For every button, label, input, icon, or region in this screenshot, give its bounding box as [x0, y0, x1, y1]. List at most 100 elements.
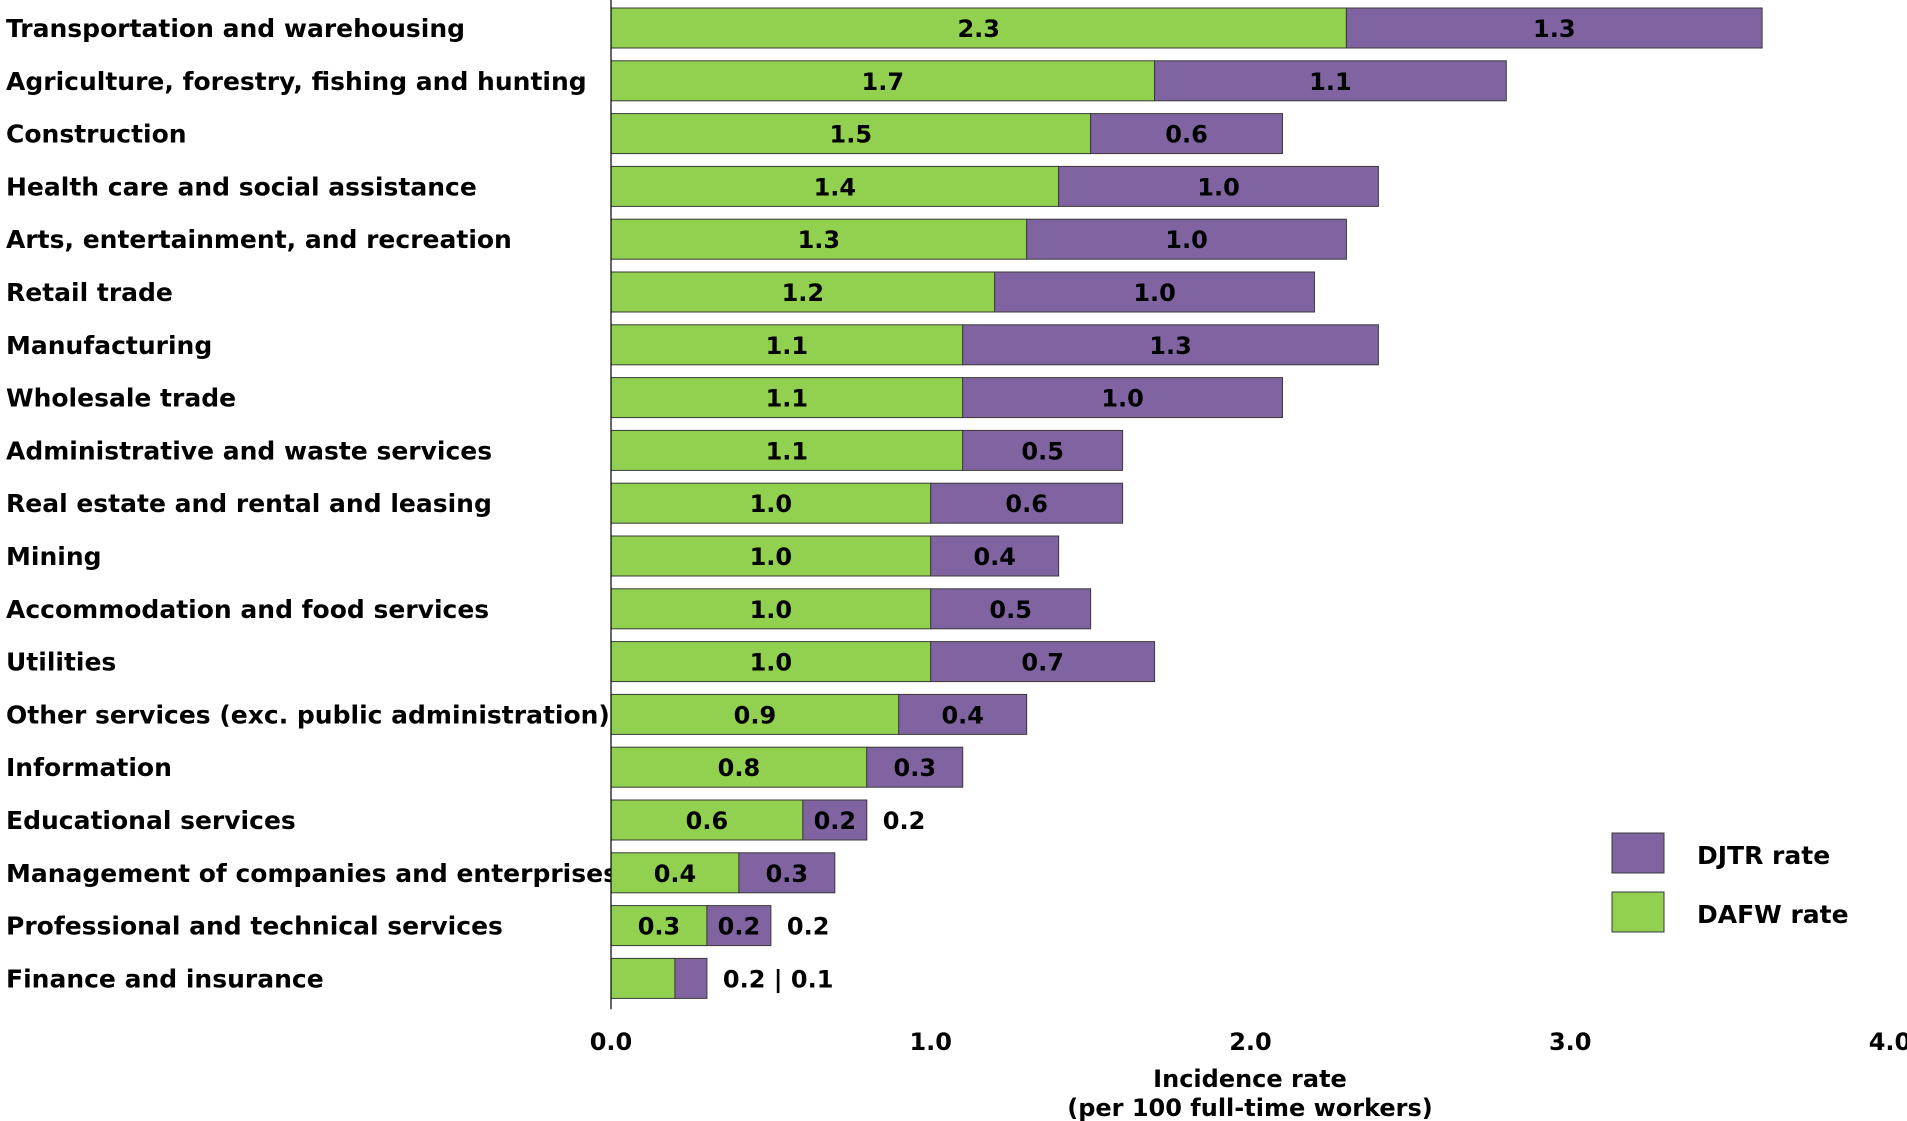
data-label-dafw: 1.0: [750, 490, 793, 518]
category-label: Finance and insurance: [6, 964, 324, 993]
category-label: Transportation and warehousing: [6, 14, 465, 43]
category-labels: Transportation and warehousing Agricultur…: [6, 14, 618, 993]
bar-segment-dafw: [610, 746, 868, 788]
data-label-dafw: 1.2: [782, 279, 825, 307]
data-label-djtr: 1.0: [1101, 385, 1144, 413]
data-label-dafw: 0.6: [686, 807, 729, 835]
data-label-dafw: 1.0: [750, 543, 793, 571]
category-label: Construction: [6, 120, 187, 149]
category-label: Health care and social assistance: [6, 172, 477, 201]
data-label-djtr: 1.3: [1533, 15, 1576, 43]
data-label-djtr: 0.6: [1005, 490, 1048, 518]
category-label: Agriculture, forestry, fishing and hunti…: [6, 67, 587, 96]
data-label-dafw: 0.3: [638, 913, 681, 941]
category-label: Management of companies and enterprises: [6, 859, 618, 888]
category-label: Utilities: [6, 648, 116, 677]
bar-segment-dafw: [610, 324, 964, 366]
x-tick-label: 4.0: [1869, 1028, 1907, 1056]
data-label-dafw: 2.3: [957, 15, 1000, 43]
bar-segment-dafw: [610, 799, 804, 841]
data-label-djtr: 1.3: [1149, 332, 1192, 360]
data-label-djtr: 0.5: [1021, 437, 1064, 465]
data-label-djtr: 0.2: [718, 913, 761, 941]
bar-segment-djtr: [706, 905, 772, 947]
data-label-djtr: 0.6: [1165, 121, 1208, 149]
bar-segment-dafw: [610, 60, 1156, 102]
bar-segment-dafw: [610, 693, 900, 735]
category-label: Mining: [6, 542, 102, 571]
category-label: Educational services: [6, 806, 296, 835]
x-axis-title-line2: (per 100 full-time workers): [1067, 1094, 1433, 1121]
bar-segment-djtr: [1090, 113, 1283, 155]
legend-label-dafw: DAFW rate: [1697, 900, 1849, 929]
bar-segment-djtr: [962, 429, 1124, 471]
data-label-outside: 0.2 | 0.1: [723, 965, 834, 993]
data-label-djtr: 0.3: [766, 860, 809, 888]
x-tick-label: 0.0: [590, 1028, 633, 1056]
data-label-djtr: 0.4: [973, 543, 1016, 571]
bar-segment-djtr: [930, 588, 1092, 630]
bar-segment-djtr: [802, 799, 868, 841]
data-label-djtr: 1.0: [1133, 279, 1176, 307]
bar-segment-dafw: [610, 113, 1092, 155]
legend-swatch-djtr: [1611, 832, 1665, 874]
data-label-dafw: 1.7: [862, 68, 905, 96]
bar-segment-dafw: [610, 482, 932, 524]
category-label: Information: [6, 753, 172, 782]
data-label-dafw: 1.4: [814, 173, 857, 201]
data-label-djtr: 0.2: [814, 807, 857, 835]
bar-segment-djtr: [898, 693, 1028, 735]
data-label-djtr: 0.7: [1021, 649, 1064, 677]
bar-segment-djtr: [930, 482, 1124, 524]
bar-segment-dafw: [610, 905, 708, 947]
category-label: Retail trade: [6, 278, 173, 307]
data-label-djtr: 1.0: [1165, 226, 1208, 254]
x-axis: 0.0 1.0 2.0 3.0 4.0: [590, 0, 1907, 1056]
data-label-djtr: 1.1: [1309, 68, 1352, 96]
bar-segment-dafw: [610, 641, 932, 683]
bar-segment-dafw: [610, 165, 1060, 207]
bar-segment-djtr: [994, 271, 1315, 313]
x-tick-label: 3.0: [1549, 1028, 1592, 1056]
category-label: Accommodation and food services: [6, 595, 489, 624]
legend-swatch-dafw: [1611, 891, 1665, 933]
data-label-dafw: 0.4: [654, 860, 697, 888]
legend: DJTR rate DAFW rate: [1611, 832, 1849, 933]
data-label-dafw: 0.9: [734, 701, 777, 729]
data-label-outside: 0.2: [883, 807, 926, 835]
bar-segment-dafw: [610, 535, 932, 577]
bars: 2.3 1.31.7 1.11.5 0.61.4 1.01.3 1.01.2 1.01.1 1…: [610, 7, 1763, 999]
bar-segment-dafw: [610, 7, 1347, 49]
bar-segment-dafw: [610, 957, 676, 999]
category-label: Other services (exc. public administrati…: [6, 700, 610, 729]
data-label-dafw: 1.0: [750, 649, 793, 677]
x-tick-label: 1.0: [909, 1028, 952, 1056]
data-label-dafw: 1.0: [750, 596, 793, 624]
bar-segment-djtr: [866, 746, 964, 788]
category-label: Arts, entertainment, and recreation: [6, 225, 512, 254]
data-label-dafw: 1.1: [766, 385, 809, 413]
bar-segment-djtr: [1026, 218, 1347, 260]
data-label-djtr: 0.5: [989, 596, 1032, 624]
data-label-outside: 0.2: [787, 913, 830, 941]
bar-segment-djtr: [962, 324, 1379, 366]
data-label-dafw: 1.1: [766, 437, 809, 465]
x-axis-title-line1: Incidence rate: [1153, 1065, 1347, 1093]
category-label: Wholesale trade: [6, 384, 236, 413]
category-label: Administrative and waste services: [6, 436, 492, 465]
category-label: Real estate and rental and leasing: [6, 489, 492, 518]
data-label-djtr: 1.0: [1197, 173, 1240, 201]
data-label-dafw: 1.5: [830, 121, 873, 149]
bar-segment-dafw: [610, 588, 932, 630]
bar-segment-djtr: [930, 535, 1060, 577]
category-label: Professional and technical services: [6, 912, 503, 941]
data-label-djtr: 0.3: [894, 754, 937, 782]
bar-segment-djtr: [962, 377, 1283, 419]
data-label-djtr: 0.4: [941, 701, 984, 729]
bar-segment-djtr: [738, 852, 836, 894]
bar-segment-djtr: [930, 641, 1156, 683]
data-label-dafw: 1.1: [766, 332, 809, 360]
bar-segment-djtr: [1345, 7, 1763, 49]
